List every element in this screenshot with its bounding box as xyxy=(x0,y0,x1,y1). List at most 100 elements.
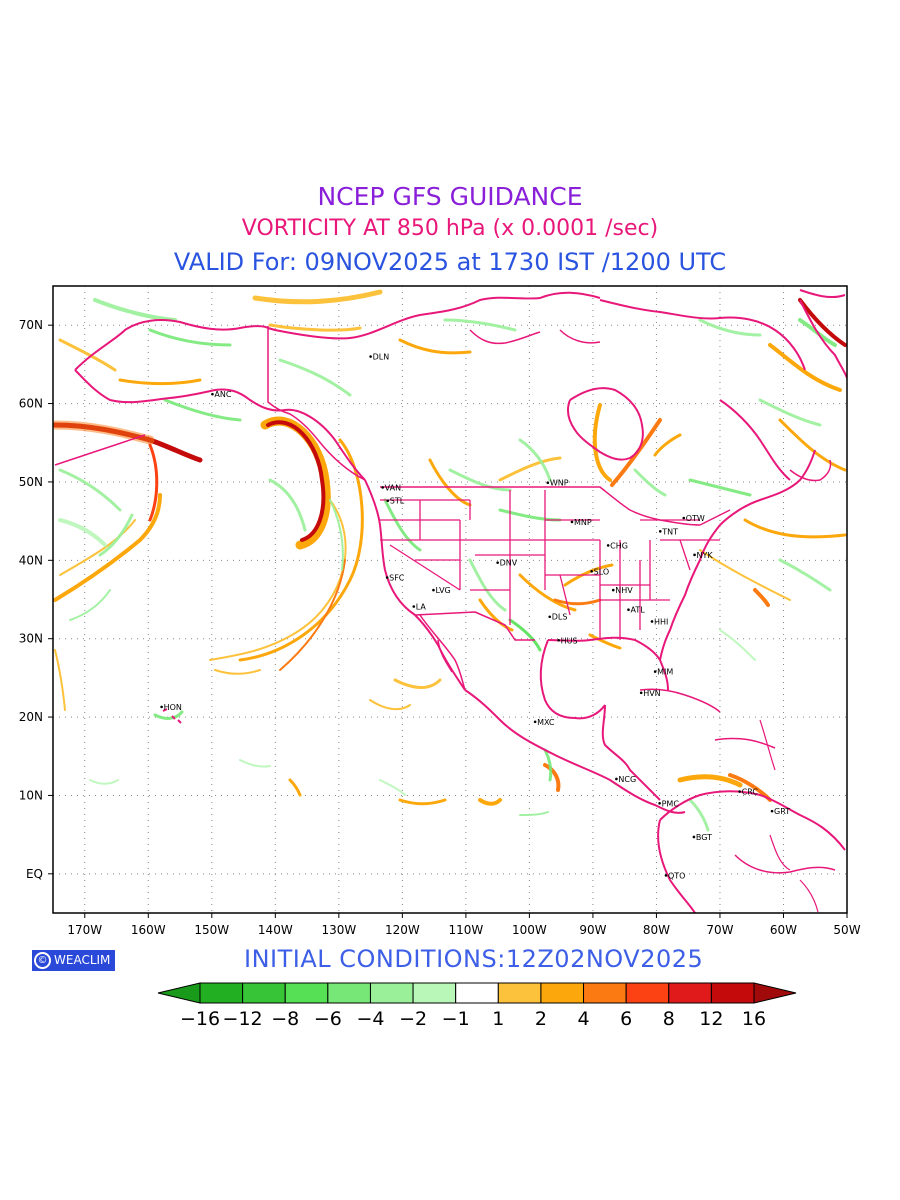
lon-tick-label: 110W xyxy=(448,923,483,937)
city-dot xyxy=(386,499,390,503)
lon-tick-label: 150W xyxy=(194,923,229,937)
city-dot xyxy=(369,355,372,358)
city-label: TNT xyxy=(661,527,678,536)
chart-subtitle: VORTICITY AT 850 hPa (x 0.0001 /sec) xyxy=(241,216,659,241)
city-label: HON xyxy=(164,703,182,712)
colorbar-label: 2 xyxy=(535,1008,547,1030)
city-label: PMC xyxy=(662,799,680,808)
city-dot xyxy=(557,638,560,642)
lat-tick-label: EQ xyxy=(26,867,43,881)
colorbar-label: 1 xyxy=(492,1008,504,1030)
colorbar-max-arrow xyxy=(753,982,797,1004)
logo-text: WEACLIM xyxy=(54,953,111,967)
colorbar-swatch xyxy=(242,982,286,1004)
city-label: MNP xyxy=(574,518,592,527)
city-dot xyxy=(412,605,416,608)
colorbar-swatch xyxy=(583,982,627,1004)
map-frame xyxy=(52,285,848,914)
city-label: MXC xyxy=(537,718,555,727)
city-dot xyxy=(381,486,384,489)
lon-tick-label: 50W xyxy=(833,923,860,937)
copyright-icon: © xyxy=(34,952,51,969)
colorbar-swatch xyxy=(199,982,244,1004)
colorbar-swatch xyxy=(412,982,457,1004)
lon-tick-label: 170W xyxy=(67,923,102,937)
city-label: HVN xyxy=(643,689,660,698)
city-dot xyxy=(658,801,661,805)
colorbar-swatch xyxy=(497,982,542,1004)
city-label: LA xyxy=(416,603,427,612)
city-markers: ANC DLN VAN STL WNP MNP OTW TNT CHG NYK DNV SLO SFC L… xyxy=(160,353,790,880)
city-label: OTW xyxy=(686,514,705,523)
city-dot xyxy=(658,530,662,533)
colorbar-label: 8 xyxy=(663,1008,675,1030)
colorbar: −16 −12 −8 −6 −4 −2 −1 1 2 4 6 8 12 16 xyxy=(157,982,797,1030)
colorbar-swatch xyxy=(710,982,755,1004)
city-dot xyxy=(160,705,163,709)
city-dot xyxy=(606,544,610,547)
weaclim-logo: © WEACLIM xyxy=(32,950,115,971)
city-dot xyxy=(770,809,774,813)
map-plot-area: ANC DLN VAN STL WNP MNP OTW TNT CHG NYK DNV SLO SFC L… xyxy=(53,286,847,913)
lat-tick-label: 60N xyxy=(19,397,43,411)
city-label: BGT xyxy=(696,833,712,842)
city-label: WNP xyxy=(550,479,569,488)
city-dot xyxy=(570,520,574,524)
city-label: HHI xyxy=(654,617,668,626)
colorbar-swatch xyxy=(369,982,414,1004)
city-label: MIM xyxy=(657,668,673,677)
city-label: STL xyxy=(390,497,405,506)
lon-tick-label: 120W xyxy=(385,923,420,937)
lon-tick-label: 160W xyxy=(131,923,166,937)
city-dot xyxy=(432,588,435,592)
colorbar-swatch xyxy=(540,982,585,1004)
colorbar-swatch xyxy=(625,982,670,1004)
city-dot xyxy=(650,620,654,623)
city-label: QTO xyxy=(668,871,685,880)
initial-conditions: INITIAL CONDITIONS:12Z02NOV2025 xyxy=(244,945,704,973)
city-dot xyxy=(627,608,630,611)
city-dot xyxy=(496,561,499,564)
city-dot xyxy=(693,553,696,557)
colorbar-swatch xyxy=(327,982,371,1004)
city-dot xyxy=(639,691,643,695)
city-label: CHG xyxy=(610,541,628,550)
city-label: DLN xyxy=(373,353,390,362)
lon-tick-label: 130W xyxy=(321,923,356,937)
lat-tick-label: 30N xyxy=(19,632,43,646)
colorbar-label: −4 xyxy=(356,1008,384,1030)
city-dot xyxy=(615,777,618,781)
city-label: DLS xyxy=(552,613,568,622)
lat-tick-label: 40N xyxy=(19,553,43,567)
vorticity-field xyxy=(53,289,847,832)
lon-tick-label: 140W xyxy=(258,923,293,937)
city-dot xyxy=(682,516,686,520)
lat-tick-label: 50N xyxy=(19,475,43,489)
city-label: VAN xyxy=(385,483,401,492)
city-label: ATL xyxy=(630,606,645,615)
gridlines xyxy=(53,286,847,913)
colorbar-label: 16 xyxy=(742,1008,766,1030)
colorbar-swatch xyxy=(284,982,329,1004)
city-label: NHV xyxy=(615,586,633,595)
colorbar-label: −2 xyxy=(399,1008,427,1030)
colorbar-label: 6 xyxy=(620,1008,632,1030)
lat-tick-label: 10N xyxy=(19,788,43,802)
colorbar-label: −12 xyxy=(223,1008,263,1030)
valid-time: VALID For: 09NOV2025 at 1730 IST /1200 U… xyxy=(173,248,727,276)
city-label: SLO xyxy=(594,567,610,576)
city-dot xyxy=(533,720,537,724)
city-dot xyxy=(548,615,552,619)
lon-tick-label: 90W xyxy=(579,923,606,937)
city-dot xyxy=(692,835,696,839)
city-label: SFC xyxy=(389,574,405,583)
lat-tick-label: 20N xyxy=(19,710,43,724)
city-label: NCG xyxy=(618,775,636,784)
city-dot xyxy=(738,790,741,793)
colorbar-min-arrow xyxy=(157,982,201,1004)
colorbar-label: 12 xyxy=(699,1008,723,1030)
city-dot xyxy=(611,588,615,592)
colorbar-swatch xyxy=(455,982,499,1004)
city-label: HUS xyxy=(561,636,578,645)
